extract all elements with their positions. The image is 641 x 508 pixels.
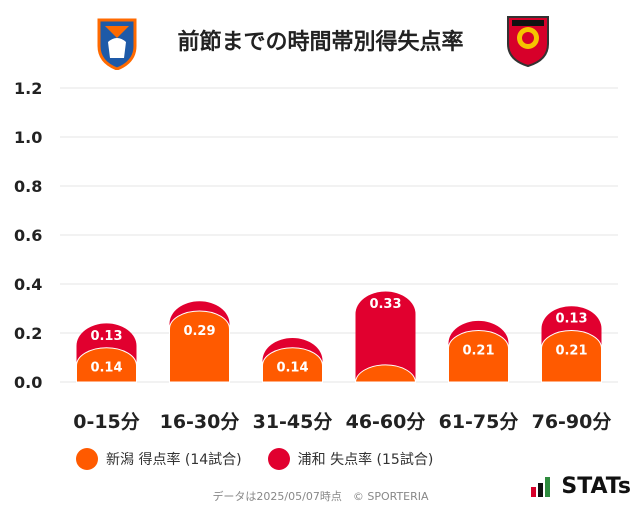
data-label-home: 0.21: [555, 344, 587, 359]
stats-brand: STATs: [531, 474, 631, 499]
data-label-away: 0.33: [369, 297, 401, 312]
stats-brand-text: STATs: [561, 474, 631, 499]
y-tick-label: 0.0: [14, 373, 42, 392]
data-label-away: 0.13: [555, 312, 587, 327]
y-tick-label: 0.6: [14, 226, 42, 245]
bar-home: [355, 364, 416, 383]
stats-logo-icon: [531, 476, 551, 497]
bar-home: [76, 347, 137, 383]
legend-swatch-home: [76, 448, 98, 470]
legend: 新潟 得点率 (14試合) 浦和 失点率 (15試合): [76, 448, 459, 470]
y-tick-label: 1.0: [14, 128, 42, 147]
y-tick-label: 0.8: [14, 177, 42, 196]
data-label-away: 0.13: [90, 329, 122, 344]
bar-home: [262, 347, 323, 383]
y-tick-label: 0.2: [14, 324, 42, 343]
bar-home: [541, 330, 602, 383]
data-label-home: 0.21: [462, 344, 494, 359]
x-tick-label: 76-90分: [532, 411, 612, 433]
data-label-home: 0.29: [183, 324, 215, 339]
x-tick-label: 31-45分: [253, 411, 333, 433]
x-tick-label: 46-60分: [346, 411, 426, 433]
footer-note: データは2025/05/07時点 © SPORTERIA: [212, 490, 429, 503]
y-tick-label: 0.4: [14, 275, 42, 294]
albirex-crest-icon: [96, 14, 138, 74]
urawa-crest-icon: [504, 14, 552, 72]
bar-home: [448, 330, 509, 383]
x-tick-label: 61-75分: [439, 411, 519, 433]
legend-label-home: 新潟 得点率 (14試合): [106, 452, 242, 468]
y-tick-label: 1.2: [14, 79, 42, 98]
x-tick-label: 16-30分: [160, 411, 240, 433]
chart-title: 前節までの時間帯別得失点率: [177, 30, 464, 55]
bar-home: [169, 310, 230, 383]
x-tick-label: 0-15分: [73, 411, 140, 433]
bar-away: [355, 291, 416, 382]
legend-swatch-away: [267, 448, 290, 470]
data-label-home: 0.14: [90, 361, 122, 376]
legend-item-away: 浦和 失点率 (15試合): [267, 448, 434, 470]
legend-label-away: 浦和 失点率 (15試合): [297, 452, 434, 468]
legend-item-home: 新潟 得点率 (14試合): [76, 448, 242, 470]
data-label-home: 0.14: [276, 361, 308, 376]
